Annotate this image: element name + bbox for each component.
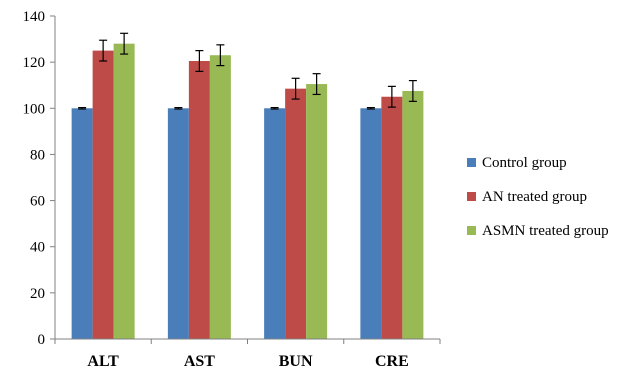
legend-swatch <box>467 158 476 167</box>
legend-label: AN treated group <box>482 189 587 205</box>
x-tick-label: ALT <box>87 353 119 370</box>
x-tick-label: BUN <box>279 353 313 370</box>
y-tick-label: 40 <box>30 240 45 256</box>
y-tick-label: 20 <box>30 286 45 302</box>
legend-swatch <box>467 192 476 201</box>
bar <box>360 108 382 340</box>
y-tick-label: 0 <box>38 332 46 348</box>
y-tick-label: 120 <box>23 55 46 71</box>
bar <box>402 90 424 339</box>
y-tick-label: 100 <box>23 101 46 117</box>
bar <box>113 43 135 339</box>
bar <box>71 108 93 340</box>
y-tick-label: 80 <box>30 147 45 163</box>
x-tick-label: AST <box>184 353 215 370</box>
y-tick-label: 60 <box>30 194 45 210</box>
legend-swatch <box>467 226 476 235</box>
legend: Control group AN treated group ASMN treate… <box>467 155 609 239</box>
bar <box>188 60 210 339</box>
bar <box>306 84 328 339</box>
bar <box>381 96 403 339</box>
bar <box>92 50 114 339</box>
bar <box>209 55 231 339</box>
axes: 0 20 40 60 80 100 120 140 ALT AST BUN CRE <box>23 9 441 370</box>
x-tick-label: CRE <box>375 353 409 370</box>
bar <box>264 108 286 340</box>
legend-label: ASMN treated group <box>482 223 609 239</box>
plot-area <box>71 32 424 340</box>
bar <box>167 108 189 340</box>
y-tick-label: 140 <box>23 9 46 25</box>
legend-label: Control group <box>482 155 567 171</box>
bar <box>285 88 307 339</box>
